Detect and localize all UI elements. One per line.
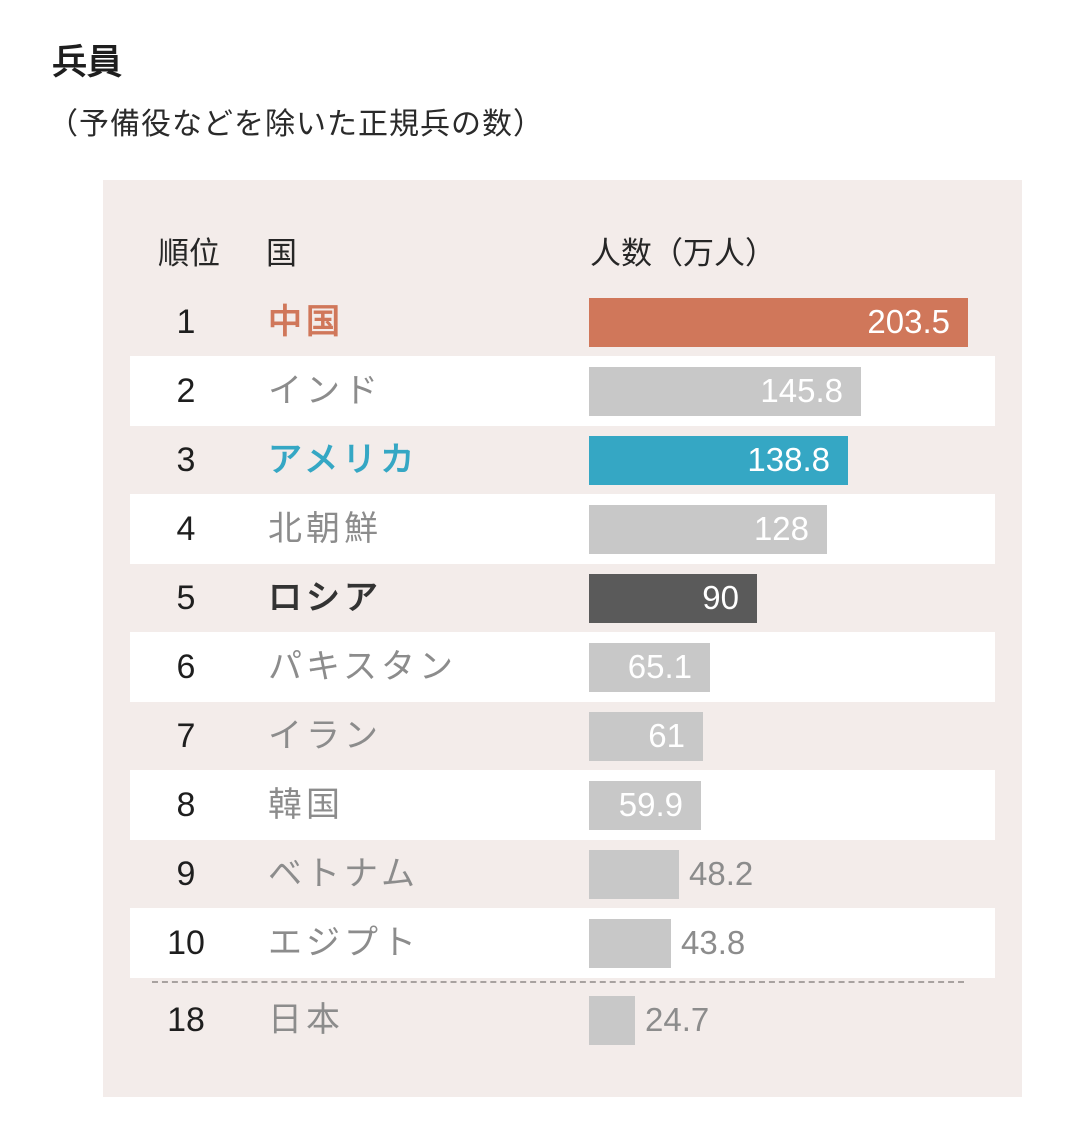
rank-label: 18 bbox=[146, 998, 226, 1042]
header-value: 人数（万人） bbox=[590, 232, 776, 276]
row-band bbox=[130, 494, 995, 564]
rank-label: 8 bbox=[146, 783, 226, 827]
rank-label: 3 bbox=[146, 438, 226, 482]
country-label: エジプト bbox=[268, 921, 420, 965]
rank-label: 9 bbox=[146, 852, 226, 896]
value-label: 90 bbox=[589, 576, 739, 620]
country-label: イラン bbox=[268, 714, 382, 758]
value-label: 59.9 bbox=[589, 783, 683, 827]
country-label: 北朝鮮 bbox=[268, 507, 382, 551]
value-label: 203.5 bbox=[589, 300, 950, 344]
value-label: 65.1 bbox=[589, 645, 692, 689]
value-label: 61 bbox=[589, 714, 685, 758]
value-label: 48.2 bbox=[689, 852, 753, 896]
country-label: ロシア bbox=[268, 576, 382, 620]
divider-dashed bbox=[152, 981, 964, 983]
country-label: アメリカ bbox=[268, 438, 418, 482]
bar bbox=[589, 850, 679, 899]
header-country: 国 bbox=[266, 232, 297, 276]
rank-label: 5 bbox=[146, 576, 226, 620]
country-label: ベトナム bbox=[268, 852, 419, 896]
country-label: 中国 bbox=[268, 300, 344, 344]
country-label: 日本 bbox=[268, 998, 344, 1042]
row-band bbox=[130, 632, 995, 702]
header-rank: 順位 bbox=[158, 232, 220, 276]
rank-label: 6 bbox=[146, 645, 226, 689]
country-label: パキスタン bbox=[268, 645, 457, 689]
value-label: 43.8 bbox=[681, 921, 745, 965]
rank-label: 2 bbox=[146, 369, 226, 413]
rank-label: 1 bbox=[146, 300, 226, 344]
value-label: 24.7 bbox=[645, 998, 709, 1042]
value-label: 138.8 bbox=[589, 438, 830, 482]
chart-subtitle: （予備役などを除いた正規兵の数） bbox=[48, 104, 544, 146]
bar bbox=[589, 919, 671, 968]
rank-label: 7 bbox=[146, 714, 226, 758]
value-label: 128 bbox=[589, 507, 809, 551]
rank-label: 10 bbox=[146, 921, 226, 965]
value-label: 145.8 bbox=[589, 369, 843, 413]
chart-title: 兵員 bbox=[52, 40, 122, 86]
country-label: 韓国 bbox=[268, 783, 344, 827]
country-label: インド bbox=[268, 369, 382, 413]
row-band bbox=[130, 356, 995, 426]
rank-label: 4 bbox=[146, 507, 226, 551]
row-band bbox=[130, 908, 995, 978]
bar bbox=[589, 996, 635, 1045]
row-band bbox=[130, 770, 995, 840]
